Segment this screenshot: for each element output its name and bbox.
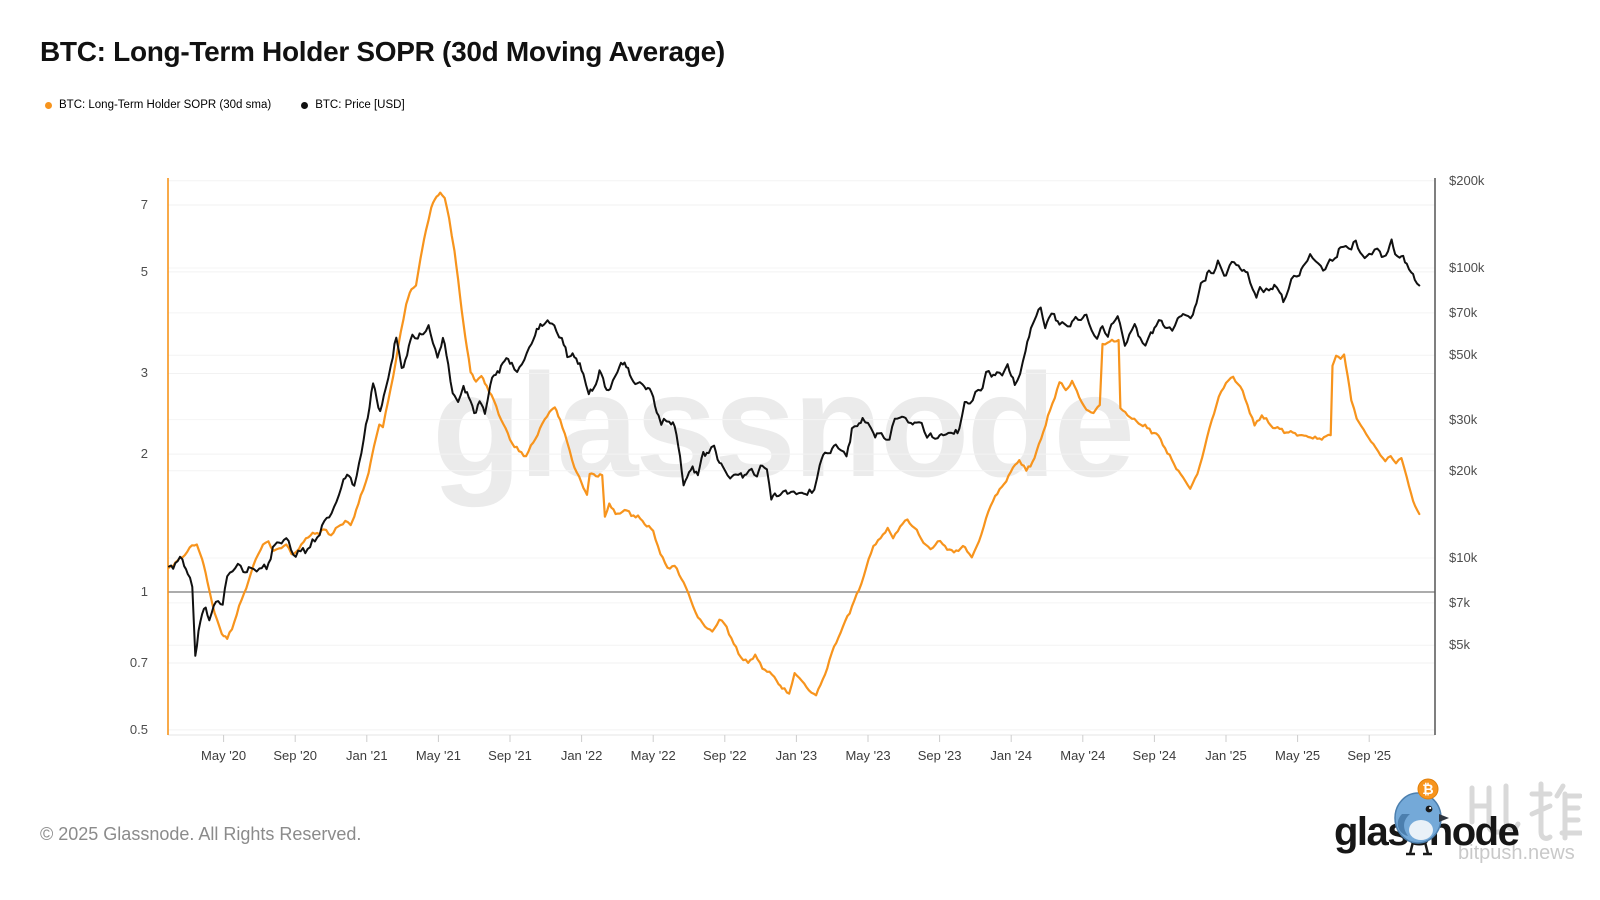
x-axis-tick-label: Jan '25 (1205, 748, 1247, 763)
right-axis-tick-label: $10k (1449, 550, 1478, 565)
left-axis-tick-label: 1 (140, 584, 148, 599)
x-axis-tick-label: Jan '23 (775, 748, 818, 763)
x-axis-tick-label: Sep '25 (1347, 748, 1392, 763)
glassnode-watermark: glassnode (432, 344, 1135, 508)
chart-legend: BTC: Long-Term Holder SOPR (30d sma) BTC… (45, 99, 405, 111)
right-axis-tick-label: $70k (1449, 304, 1478, 320)
legend-item-sopr[interactable]: BTC: Long-Term Holder SOPR (30d sma) (45, 99, 271, 111)
left-axis-tick-label: 0.7 (129, 654, 148, 670)
left-axis-tick-label: 7 (140, 196, 148, 212)
price-series-dot-icon (301, 101, 309, 109)
x-axis-tick-label: May '25 (1275, 748, 1321, 763)
left-axis-tick-label: 0.5 (129, 721, 148, 737)
copyright-text: © 2025 Glassnode. All Rights Reserved. (40, 824, 362, 844)
x-axis-tick-label: Jan '22 (560, 748, 603, 763)
bitpush-domain-text: bitpush.news (1458, 842, 1575, 864)
right-axis-tick-label: $50k (1449, 347, 1478, 363)
left-axis-tick-label: 2 (140, 446, 148, 462)
legend-label-sopr: BTC: Long-Term Holder SOPR (30d sma) (59, 99, 272, 111)
right-axis-tick-label: $7k (1449, 594, 1470, 610)
bitpush-bird-icon: ₿ (1394, 778, 1449, 856)
left-axis-tick-label: 3 (140, 365, 148, 381)
x-axis-tick-label: May '20 (201, 748, 247, 763)
x-axis-tick-label: May '23 (845, 748, 891, 763)
sopr-series-dot-icon (45, 101, 52, 109)
x-axis-tick-label: Sep '22 (702, 748, 747, 763)
legend-item-price[interactable]: BTC: Price [USD] (301, 99, 405, 111)
right-axis-tick-label: $5k (1449, 637, 1470, 653)
series-price-line (168, 238, 1421, 657)
bitpush-cjk-watermark (1469, 781, 1582, 841)
x-axis-tick-label: Jan '21 (346, 748, 388, 763)
legend-label-price: BTC: Price [USD] (315, 99, 405, 111)
x-axis-tick-label: Sep '21 (488, 748, 532, 763)
brand-block: glassnode ₿ bitpush.news (1330, 778, 1590, 878)
right-axis-tick-label: $20k (1449, 462, 1478, 478)
page-title: BTC: Long-Term Holder SOPR (30d Moving A… (40, 36, 725, 67)
x-axis-tick-label: Sep '24 (1132, 748, 1177, 763)
right-axis-tick-label: $100k (1449, 260, 1485, 275)
svg-text:₿: ₿ (1422, 782, 1433, 798)
x-axis-tick-label: May '21 (415, 748, 461, 763)
x-axis-tick-label: May '22 (630, 748, 676, 763)
series-sopr-line (167, 191, 1421, 697)
right-axis-tick-label: $200k (1449, 172, 1485, 188)
x-axis-tick-label: May '24 (1060, 748, 1106, 763)
left-axis-tick-label: 5 (140, 263, 148, 279)
x-axis-tick-label: Jan '24 (990, 748, 1032, 763)
right-axis-tick-label: $30k (1449, 411, 1478, 427)
x-axis-tick-label: Sep '20 (273, 748, 318, 763)
x-axis-tick-label: Sep '23 (917, 748, 962, 763)
